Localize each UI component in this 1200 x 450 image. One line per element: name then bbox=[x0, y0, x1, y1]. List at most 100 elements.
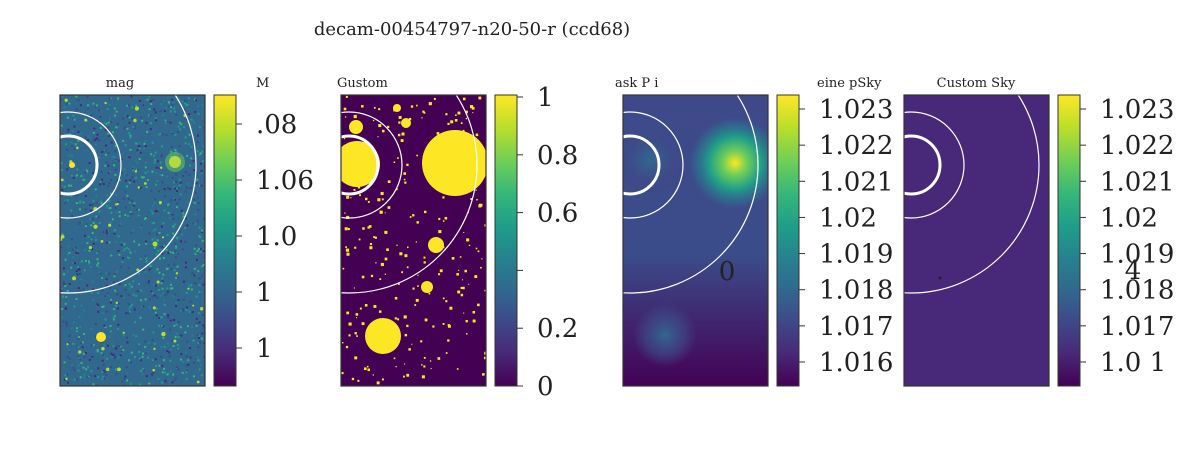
noise-pixel bbox=[195, 273, 198, 276]
noise-pixel bbox=[194, 213, 197, 216]
noise-pixel bbox=[164, 195, 167, 198]
noise-pixel bbox=[85, 223, 88, 226]
noise-pixel bbox=[92, 157, 95, 160]
noise-pixel bbox=[70, 194, 73, 197]
noise-pixel bbox=[137, 214, 140, 217]
noise-pixel bbox=[143, 147, 146, 150]
mask-speckle bbox=[439, 269, 443, 273]
noise-pixel bbox=[101, 150, 104, 153]
mask-speckle bbox=[399, 252, 403, 256]
noise-pixel bbox=[102, 183, 105, 186]
noise-pixel bbox=[184, 266, 187, 269]
noise-pixel bbox=[181, 380, 184, 383]
mask-speckle bbox=[465, 117, 468, 120]
mask-speckle bbox=[351, 377, 355, 381]
noise-pixel bbox=[62, 281, 65, 284]
noise-pixel bbox=[200, 169, 203, 172]
noise-pixel bbox=[78, 221, 81, 224]
mask-speckle bbox=[484, 289, 486, 292]
noise-pixel bbox=[80, 304, 83, 307]
mask-speckle bbox=[372, 119, 375, 122]
noise-pixel bbox=[79, 163, 82, 166]
noise-pixel bbox=[70, 215, 73, 218]
faint-source bbox=[100, 239, 104, 243]
panel-1-middle-circle bbox=[60, 111, 122, 219]
noise-pixel bbox=[191, 190, 194, 193]
noise-pixel bbox=[129, 334, 132, 337]
mask-speckle bbox=[373, 304, 377, 308]
noise-pixel bbox=[173, 269, 176, 272]
noise-pixel bbox=[163, 313, 166, 316]
noise-pixel bbox=[101, 278, 104, 281]
noise-pixel bbox=[131, 206, 134, 209]
noise-pixel bbox=[180, 142, 183, 145]
noise-pixel bbox=[181, 100, 184, 103]
noise-pixel bbox=[66, 123, 69, 126]
noise-pixel bbox=[147, 97, 150, 100]
noise-pixel bbox=[189, 187, 192, 190]
noise-pixel bbox=[128, 156, 131, 159]
noise-pixel bbox=[62, 180, 65, 183]
mask-speckle bbox=[456, 273, 459, 276]
noise-pixel bbox=[155, 343, 158, 346]
noise-pixel bbox=[185, 308, 188, 311]
noise-pixel bbox=[104, 153, 107, 156]
mask-speckle bbox=[408, 117, 412, 121]
noise-pixel bbox=[143, 142, 146, 145]
noise-pixel bbox=[145, 375, 148, 378]
noise-pixel bbox=[196, 356, 199, 359]
mask-speckle bbox=[478, 96, 482, 100]
noise-pixel bbox=[84, 195, 87, 198]
noise-pixel bbox=[169, 237, 172, 240]
noise-pixel bbox=[196, 140, 199, 143]
noise-pixel bbox=[167, 264, 170, 267]
noise-pixel bbox=[115, 345, 118, 348]
noise-pixel bbox=[151, 141, 154, 144]
noise-pixel bbox=[67, 184, 70, 187]
mask-speckle bbox=[460, 286, 463, 290]
noise-pixel bbox=[61, 95, 64, 98]
noise-pixel bbox=[160, 225, 163, 228]
noise-pixel bbox=[176, 187, 179, 190]
noise-pixel bbox=[165, 267, 168, 270]
noise-pixel bbox=[162, 257, 165, 260]
noise-pixel bbox=[78, 116, 81, 119]
noise-pixel bbox=[180, 221, 183, 224]
mask-speckle bbox=[401, 271, 404, 274]
noise-pixel bbox=[175, 206, 178, 209]
noise-pixel bbox=[149, 127, 152, 130]
noise-pixel bbox=[87, 104, 90, 107]
noise-pixel bbox=[152, 331, 155, 334]
noise-pixel bbox=[174, 304, 177, 307]
noise-pixel bbox=[75, 298, 78, 301]
noise-pixel bbox=[113, 228, 116, 231]
mask-speckle bbox=[364, 304, 368, 307]
noise-pixel bbox=[118, 224, 121, 227]
noise-pixel bbox=[131, 106, 134, 109]
noise-pixel bbox=[91, 280, 94, 283]
noise-pixel bbox=[81, 159, 84, 162]
noise-pixel bbox=[133, 240, 136, 243]
noise-pixel bbox=[201, 104, 204, 107]
noise-pixel bbox=[127, 359, 130, 362]
noise-pixel bbox=[92, 383, 95, 386]
noise-pixel bbox=[88, 262, 91, 265]
noise-pixel bbox=[108, 272, 111, 275]
noise-pixel bbox=[152, 383, 155, 386]
noise-pixel bbox=[60, 98, 63, 101]
mask-speckle bbox=[457, 290, 461, 294]
noise-pixel bbox=[186, 185, 189, 188]
noise-pixel bbox=[183, 126, 186, 129]
noise-pixel bbox=[201, 314, 204, 317]
noise-pixel bbox=[123, 243, 126, 246]
mask-speckle bbox=[468, 283, 470, 285]
panel-2-mask-blob bbox=[401, 118, 411, 128]
noise-pixel bbox=[129, 235, 132, 238]
noise-pixel bbox=[94, 138, 97, 141]
noise-pixel bbox=[75, 194, 78, 197]
noise-pixel bbox=[195, 317, 198, 320]
noise-pixel bbox=[104, 149, 107, 152]
panel-1-title: mag bbox=[106, 76, 134, 91]
noise-pixel bbox=[130, 117, 133, 120]
